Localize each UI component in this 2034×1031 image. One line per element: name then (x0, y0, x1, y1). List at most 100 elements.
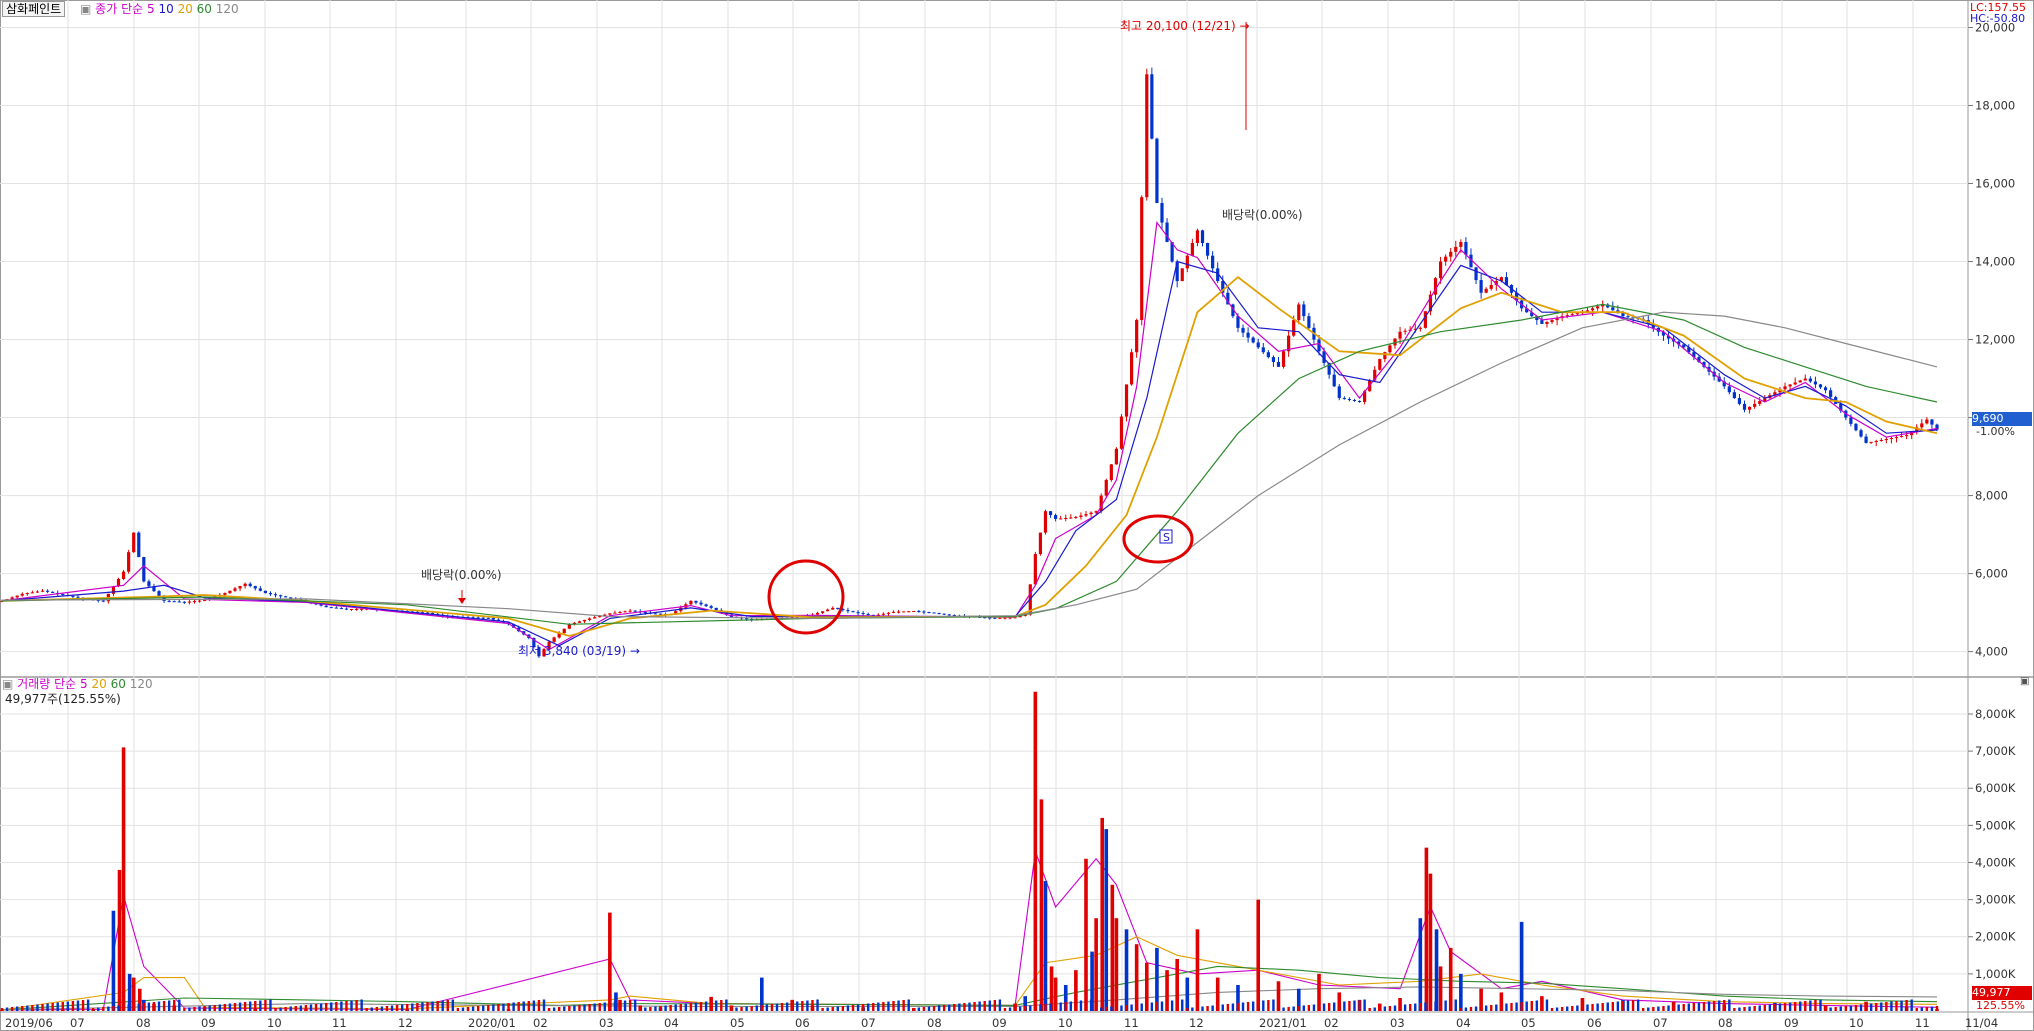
candle-body (1317, 339, 1321, 352)
candle-body (1109, 464, 1113, 480)
volume-bar (1033, 691, 1038, 1011)
date-tick-label: 08 (136, 1016, 151, 1030)
candle-body (593, 617, 597, 619)
volume-bar (1186, 1008, 1189, 1011)
volume-bar (831, 1007, 834, 1011)
volume-bar (167, 1000, 171, 1011)
candle-body (238, 586, 242, 589)
candle-body (1256, 342, 1260, 348)
volume-bar (1869, 1003, 1873, 1011)
date-tick-label: 05 (730, 1016, 745, 1030)
candle-body (1378, 359, 1382, 370)
volume-bar (1418, 918, 1423, 1011)
volume-tick-label: 5,000K (1975, 818, 2016, 832)
candle-body (1732, 392, 1736, 399)
candle-body (952, 615, 956, 617)
volume-bar (355, 1000, 358, 1011)
candle-body (1079, 515, 1083, 518)
volume-bar (1013, 1007, 1017, 1011)
dividend-annotation-2019: 배당락(0.00%) (421, 568, 502, 582)
volume-bar (1444, 1000, 1447, 1011)
volume-bar (1024, 1006, 1027, 1011)
candle-body (192, 601, 197, 603)
volume-bar (81, 1000, 85, 1011)
volume-bar (922, 1007, 926, 1011)
volume-bar (866, 1003, 870, 1011)
volume-bar (1834, 1007, 1837, 1011)
candle-body (937, 612, 941, 614)
candle-body (1200, 230, 1205, 244)
candle-body (1687, 347, 1691, 353)
volume-bar (1520, 1002, 1523, 1011)
volume-bar (213, 1005, 216, 1011)
candle-body (704, 604, 708, 607)
volume-panel-toggle-icon[interactable]: ▣ (2020, 676, 2030, 687)
candle-body (1899, 436, 1904, 438)
volume-bar (1094, 1008, 1098, 1011)
candle-body (1935, 424, 1939, 430)
candle-body (248, 583, 252, 587)
volume-bar (1636, 999, 1640, 1011)
date-tick-label: 2019/06 (5, 1016, 53, 1030)
volume-bar (1540, 1000, 1544, 1011)
volume-bar (1175, 1000, 1179, 1011)
ma-legend-20: 20 (177, 2, 193, 16)
candle-body (289, 597, 293, 599)
candle-body (1099, 495, 1103, 512)
volume-bar (502, 1003, 505, 1011)
candle-body (1596, 306, 1600, 309)
volume-bar (755, 1005, 758, 1011)
candle-body (907, 611, 911, 613)
volume-title: 거래량 (17, 677, 51, 691)
candle-body (51, 591, 55, 593)
volume-y-axis: 1,000K 2,000K 3,000K 4,000K 5,000K 6,000K 7,00… (1968, 707, 2016, 981)
candle-body (1175, 261, 1179, 282)
volume-bar (1403, 1004, 1407, 1011)
candle-body (96, 599, 100, 601)
candle-body (1682, 344, 1686, 348)
candle-body (30, 592, 34, 594)
candle-body (562, 628, 566, 634)
candle-body (1925, 419, 1929, 424)
volume-bar (492, 1004, 495, 1011)
volume-bar (1090, 951, 1094, 1011)
candle-body (1226, 292, 1230, 305)
volume-bar (1135, 1004, 1138, 1011)
volume-bar (365, 1008, 368, 1011)
candle-body (76, 596, 80, 598)
volume-bar (1049, 966, 1054, 1011)
volume-bar (309, 1004, 313, 1011)
volume-bar (1915, 1008, 1918, 1011)
volume-bar (1302, 1005, 1306, 1011)
volume-bar (1580, 998, 1585, 1011)
date-tick-label: 07 (70, 1016, 85, 1030)
candle-body (1677, 341, 1681, 345)
candle-body (1231, 304, 1235, 317)
volume-bar (1662, 1006, 1665, 1011)
volume-bar (456, 1008, 460, 1011)
legend-toggle-icon[interactable]: ▣ (80, 2, 92, 16)
candle-body (1403, 330, 1407, 332)
candle-body (1894, 437, 1899, 439)
volume-bar (932, 1006, 936, 1011)
price-tick-label: 12,000 (1975, 333, 2015, 347)
volume-bar (1545, 999, 1549, 1011)
volume-bar (112, 1006, 115, 1011)
candle-body (167, 600, 171, 602)
current-volume-ratio: 125.55% (1976, 999, 2025, 1012)
volume-bar (157, 1001, 161, 1011)
candle-body (993, 617, 997, 619)
candle-body (851, 611, 855, 613)
volume-legend-toggle-icon[interactable]: ▣ (2, 677, 14, 691)
volume-bar (775, 1003, 779, 1011)
candle-body (998, 617, 1002, 619)
volume-bar (1338, 1002, 1341, 1011)
volume-bar (1398, 1005, 1402, 1011)
volume-ma-20-line (1, 936, 1938, 1011)
volume-bar (324, 1003, 328, 1011)
candle-body (1074, 517, 1078, 519)
volume-bar (1900, 1000, 1903, 1011)
volume-bar (679, 1004, 682, 1011)
volume-bar (1267, 1000, 1270, 1011)
low-price-text: 최저 3,840 (03/19) (518, 644, 627, 658)
